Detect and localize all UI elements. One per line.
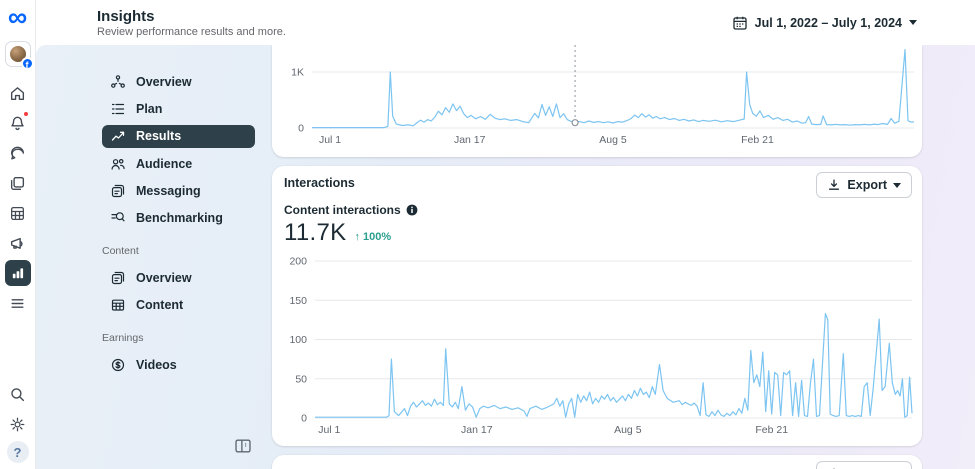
calendar-icon bbox=[733, 16, 747, 30]
sidebar-item-label: Results bbox=[136, 129, 182, 144]
sidebar-item-plan[interactable]: Plan bbox=[102, 97, 255, 121]
page-subtitle: Review performance results and more. bbox=[97, 25, 286, 38]
sidebar-item-label: Plan bbox=[136, 102, 163, 117]
svg-text:200: 200 bbox=[289, 256, 307, 268]
search-icon[interactable] bbox=[5, 381, 31, 407]
insights-sidebar: Overview Plan Results Audience Messaging… bbox=[36, 45, 270, 469]
date-range-label: Jul 1, 2022 – July 1, 2024 bbox=[754, 15, 902, 30]
more-tools-icon[interactable] bbox=[5, 290, 31, 316]
sidebar-section-content: Content bbox=[102, 244, 139, 257]
overview-nodes-icon bbox=[110, 74, 126, 90]
export-label: Export bbox=[847, 467, 887, 469]
sidebar-item-label: Audience bbox=[136, 156, 193, 171]
content-table-icon bbox=[110, 297, 126, 313]
svg-text:Jan 17: Jan 17 bbox=[454, 134, 486, 146]
download-icon bbox=[829, 179, 840, 190]
help-icon[interactable]: ? bbox=[6, 441, 29, 463]
main-content: 1K 0 Jul 1 Jan 17 Aug 5 Feb 21 Interactions E… bbox=[270, 45, 975, 469]
metric-block: Content interactions 11.7K ↑ 100% bbox=[284, 203, 910, 247]
business-avatar[interactable]: f bbox=[4, 41, 34, 70]
content-icon[interactable] bbox=[5, 170, 31, 196]
posts-overview-icon bbox=[110, 270, 126, 286]
svg-text:Aug 5: Aug 5 bbox=[614, 424, 642, 436]
svg-text:50: 50 bbox=[295, 373, 307, 385]
messaging-icon bbox=[110, 183, 126, 199]
sidebar-item-label: Overview bbox=[136, 270, 192, 285]
meta-logo-icon: ∞ bbox=[7, 2, 28, 32]
svg-text:100: 100 bbox=[289, 334, 307, 346]
plan-list-icon bbox=[110, 101, 126, 117]
info-icon[interactable] bbox=[406, 204, 418, 216]
card-title: Interactions bbox=[284, 176, 355, 190]
sidebar-item-label: Content bbox=[136, 298, 184, 313]
sidebar-item-content-overview[interactable]: Overview bbox=[102, 266, 255, 290]
sidebar-item-results[interactable]: Results bbox=[102, 124, 255, 149]
left-rail: ∞ f bbox=[0, 0, 36, 469]
ads-icon[interactable] bbox=[5, 230, 31, 256]
audience-people-icon bbox=[110, 156, 126, 172]
sidebar-section-earnings: Earnings bbox=[102, 331, 144, 344]
trend-value: 100% bbox=[363, 231, 392, 243]
sidebar-item-videos[interactable]: Videos bbox=[102, 353, 255, 377]
svg-text:Feb 21: Feb 21 bbox=[741, 134, 774, 146]
svg-text:Jul 1: Jul 1 bbox=[319, 134, 341, 146]
page-header: Insights Review performance results and … bbox=[36, 0, 975, 45]
svg-text:1K: 1K bbox=[291, 67, 304, 79]
sidebar-item-benchmarking[interactable]: Benchmarking bbox=[102, 206, 255, 230]
svg-text:Aug 5: Aug 5 bbox=[599, 134, 627, 146]
metric-label: Content interactions bbox=[284, 203, 401, 217]
sidebar-item-overview[interactable]: Overview bbox=[102, 70, 255, 94]
metric-value-row: 11.7K ↑ 100% bbox=[284, 219, 910, 247]
next-section-card: Export bbox=[272, 455, 922, 469]
chevron-down-icon bbox=[909, 20, 917, 25]
facebook-badge-icon: f bbox=[20, 57, 34, 70]
benchmarking-icon bbox=[110, 210, 126, 226]
page-title: Insights bbox=[97, 7, 155, 25]
content-interactions-chart[interactable]: 200 150 100 50 0 Jul 1 Jan 17 Aug 5 Feb 21 bbox=[278, 250, 918, 440]
interactions-card: Interactions Export Content interactions… bbox=[272, 166, 922, 446]
trend-badge: ↑ 100% bbox=[354, 231, 391, 243]
card-head: Interactions Export bbox=[284, 172, 912, 198]
avatar bbox=[9, 46, 26, 62]
chevron-down-icon bbox=[893, 182, 901, 188]
trend-arrow-icon: ↑ bbox=[354, 231, 360, 243]
earnings-dollar-icon bbox=[110, 357, 126, 373]
svg-text:Feb 21: Feb 21 bbox=[755, 424, 788, 436]
export-button[interactable]: Export bbox=[816, 172, 912, 198]
workspace: Overview Plan Results Audience Messaging… bbox=[36, 45, 975, 469]
sidebar-item-audience[interactable]: Audience bbox=[102, 152, 255, 176]
svg-text:Jul 1: Jul 1 bbox=[318, 424, 340, 436]
date-range-picker[interactable]: Jul 1, 2022 – July 1, 2024 bbox=[732, 15, 917, 31]
svg-text:0: 0 bbox=[298, 123, 304, 135]
export-label: Export bbox=[847, 178, 887, 192]
reach-chart-card: 1K 0 Jul 1 Jan 17 Aug 5 Feb 21 bbox=[272, 45, 922, 157]
svg-text:150: 150 bbox=[289, 295, 307, 307]
sidebar-item-label: Videos bbox=[136, 357, 177, 372]
svg-text:0: 0 bbox=[301, 413, 307, 425]
metric-label-row: Content interactions bbox=[284, 203, 910, 217]
sidebar-item-content[interactable]: Content bbox=[102, 293, 255, 317]
title-block: Insights Review performance results and … bbox=[97, 8, 286, 38]
reach-trend-chart[interactable]: 1K 0 Jul 1 Jan 17 Aug 5 Feb 21 bbox=[272, 45, 922, 157]
home-icon[interactable] bbox=[5, 80, 31, 106]
sidebar-item-messaging[interactable]: Messaging bbox=[102, 179, 255, 203]
svg-text:Jan 17: Jan 17 bbox=[461, 424, 493, 436]
sidebar-item-label: Messaging bbox=[136, 183, 201, 198]
sidebar-item-label: Overview bbox=[136, 74, 192, 89]
notification-dot bbox=[22, 111, 29, 117]
settings-icon[interactable] bbox=[5, 411, 31, 437]
planner-icon[interactable] bbox=[5, 200, 31, 226]
notifications-icon[interactable] bbox=[5, 110, 31, 136]
insights-icon[interactable] bbox=[4, 260, 31, 286]
chat-icon[interactable] bbox=[5, 140, 31, 166]
collapse-sidebar-icon[interactable] bbox=[232, 435, 254, 457]
metric-value: 11.7K bbox=[284, 219, 347, 246]
results-trend-icon bbox=[110, 128, 126, 144]
export-button[interactable]: Export bbox=[816, 461, 912, 469]
sidebar-item-label: Benchmarking bbox=[136, 211, 223, 226]
